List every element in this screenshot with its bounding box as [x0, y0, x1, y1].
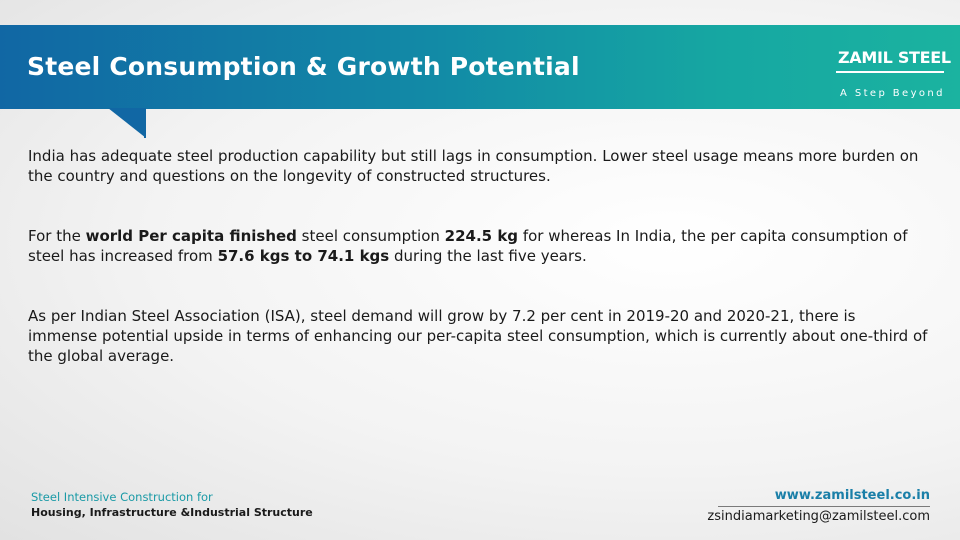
company-logo: ZAMIL STEEL A Step Beyond: [836, 40, 951, 104]
paragraph-consumption-gap: India has adequate steel production capa…: [28, 147, 919, 185]
email-link[interactable]: zsindiamarketing@zamilsteel.com: [707, 509, 930, 524]
bold-india-values: 57.6 kgs to 74.1 kgs: [217, 247, 390, 265]
website-link[interactable]: www.zamilsteel.co.in: [774, 488, 930, 503]
footer-subtitle: Steel Intensive Construction for: [31, 490, 213, 504]
footer-tagline: Steel Intensive Construction for Housing…: [31, 489, 313, 521]
text-run: for whereas In India, the per capita con…: [28, 227, 908, 265]
text-run: during the last five years.: [389, 247, 587, 265]
text-run: For the: [28, 227, 86, 245]
bold-world-value: 224.5 kg: [444, 227, 519, 245]
title-banner: [0, 25, 960, 109]
paragraph-per-capita: For the world Per capita finished steel …: [28, 226, 928, 266]
footer-contact: www.zamilsteel.co.in zsindiamarketing@za…: [707, 487, 930, 526]
banner-notch: [108, 108, 146, 138]
logo-tagline: A Step Beyond: [840, 88, 945, 99]
slide-title: Steel Consumption & Growth Potential: [27, 52, 580, 81]
paragraph-isa-forecast: As per Indian Steel Association (ISA), s…: [28, 307, 928, 365]
text-run: steel consumption: [296, 227, 445, 245]
slide-body: India has adequate steel production capa…: [28, 146, 928, 366]
footer-sectors: Housing, Infrastructure &Industrial Stru…: [31, 506, 313, 519]
logo-underline: [836, 71, 944, 73]
banner-notch-edge: [144, 108, 146, 138]
logo-wordmark: ZAMIL STEEL: [838, 48, 951, 67]
bold-world-per-capita: world Per capita finished: [85, 227, 297, 245]
contact-divider: [718, 506, 930, 507]
